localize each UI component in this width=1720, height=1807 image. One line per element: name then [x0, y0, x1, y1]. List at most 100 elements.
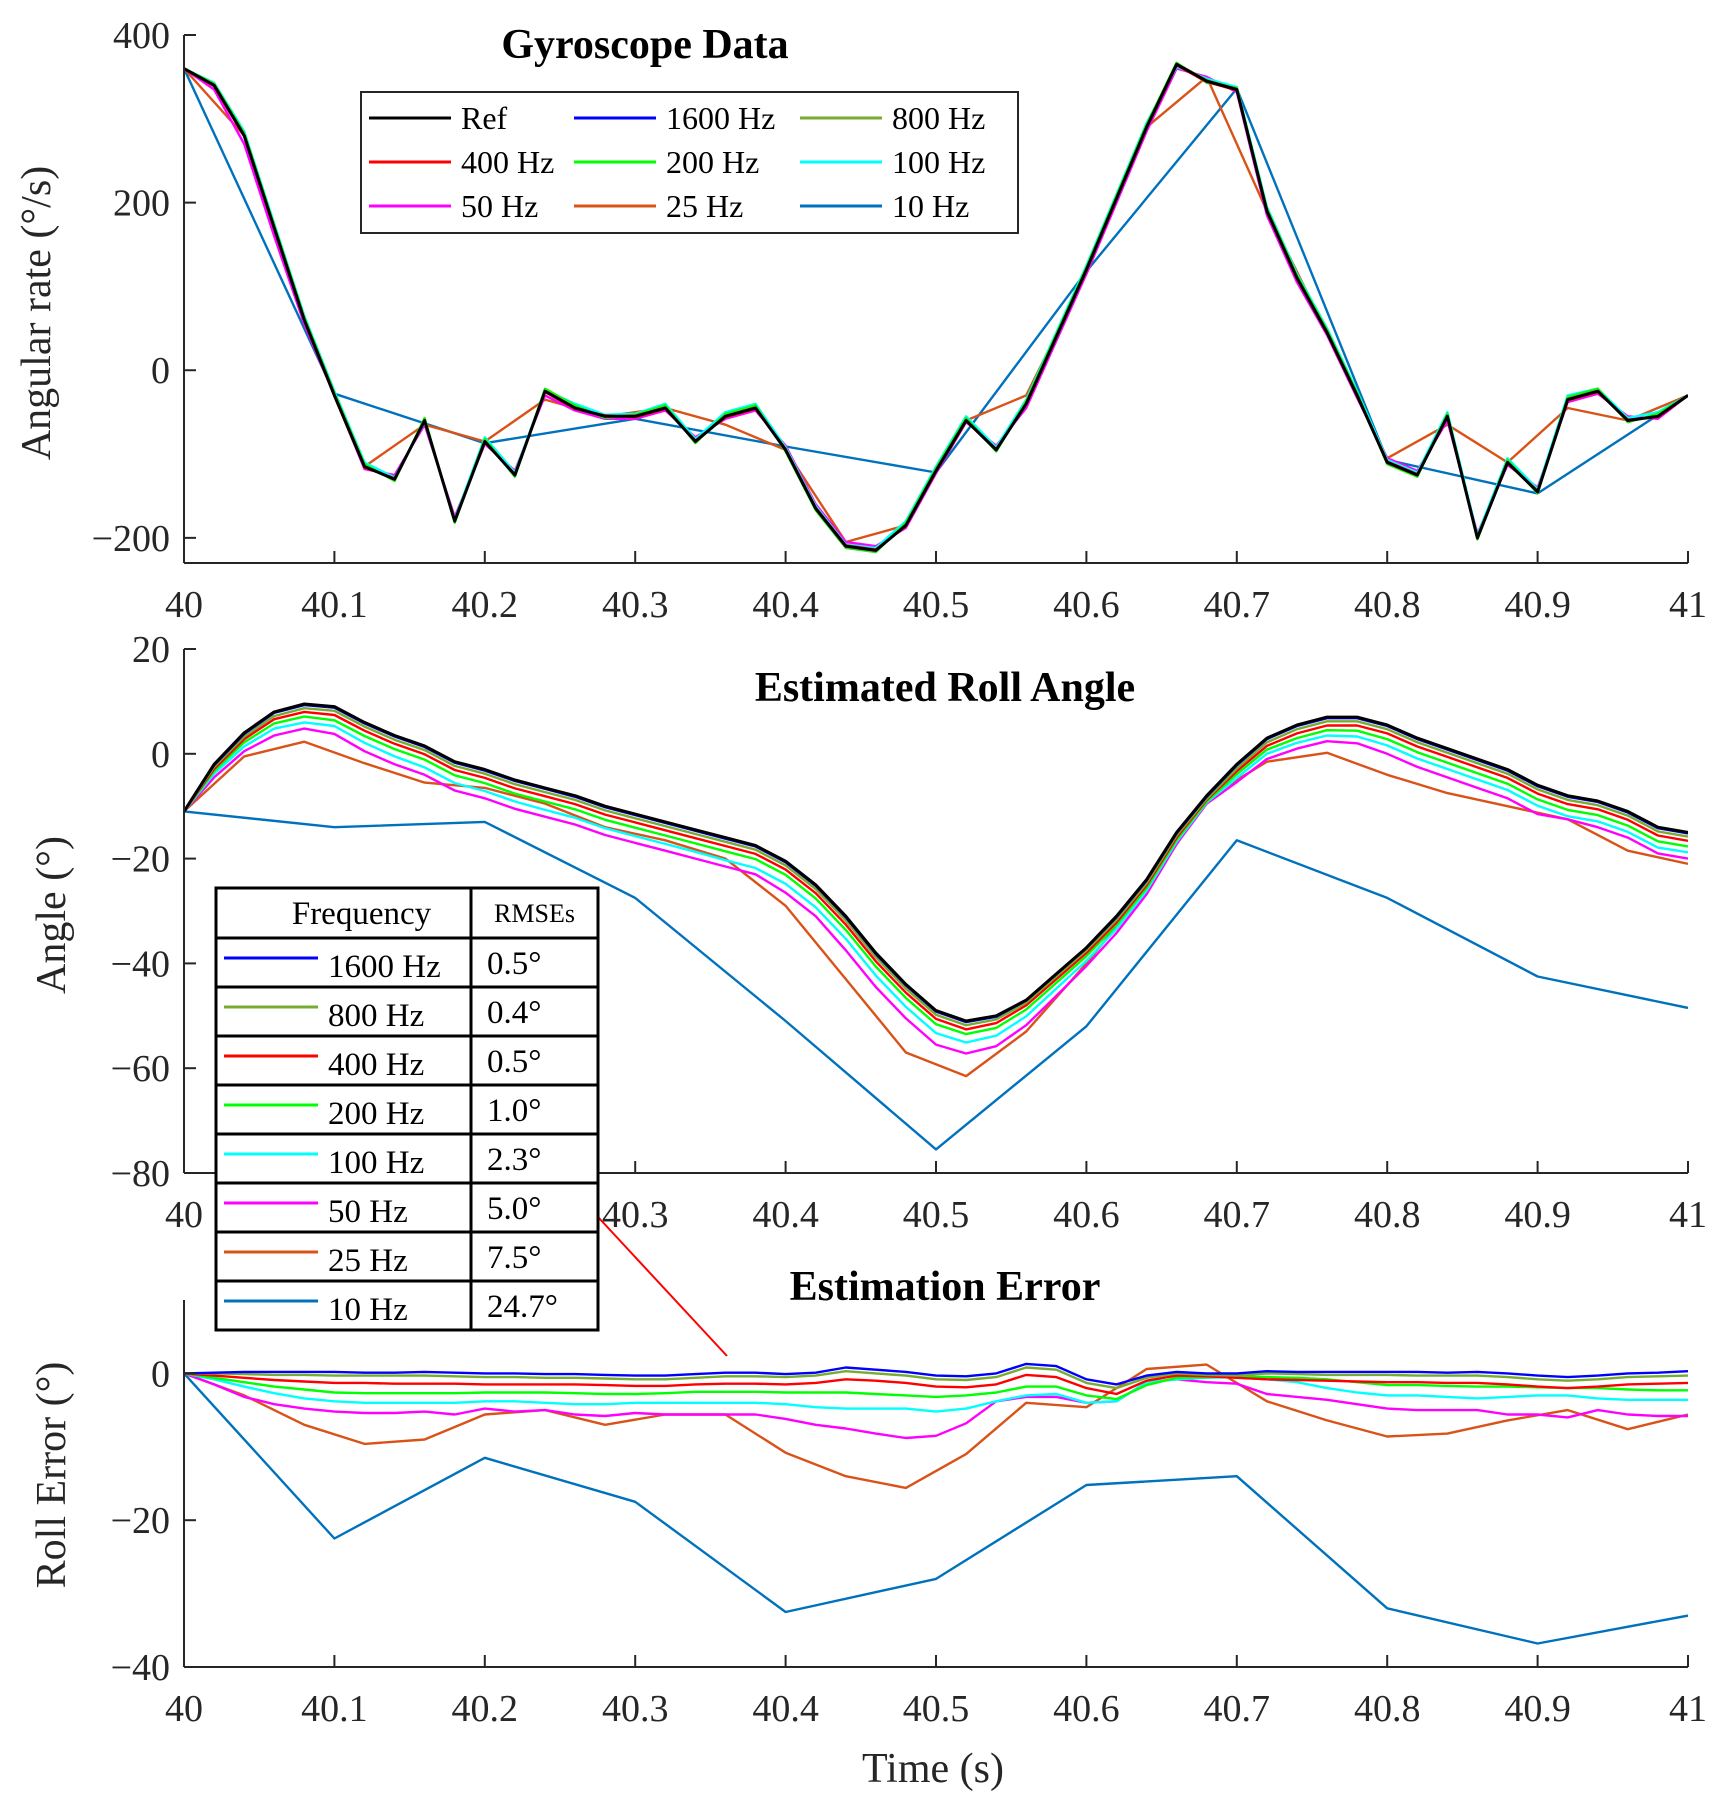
error-x-tick-label: 40.6: [1053, 1688, 1120, 1730]
gyroscope-x-tick-label: 40.2: [452, 584, 519, 626]
roll-angle-series-400-hz: [184, 710, 1688, 1031]
error-y-tick-label: −20: [111, 1500, 170, 1542]
error-ylabel: Roll Error (°): [29, 1362, 75, 1589]
error-xlabel: Time (s): [862, 1746, 1004, 1792]
rmse-label-10-hz: 10 Hz: [328, 1292, 408, 1328]
roll-angle-series: [184, 702, 1688, 1151]
roll-angle-y-tick-label: −60: [111, 1048, 170, 1090]
error-x-tick-label: 40.9: [1504, 1688, 1571, 1730]
gyroscope-axes: 40 40.1 40.2 40.3 40.4 40.5 40.6 40.7 40.8 40.9 41…: [92, 15, 1707, 626]
error-x-tick-label: 40.5: [903, 1688, 970, 1730]
legend-label-10-hz: 10 Hz: [892, 188, 969, 224]
roll-angle-series-50-hz: [184, 727, 1688, 1055]
roll-angle-x-tick-label: 40.5: [903, 1194, 970, 1236]
error-x-tick-label: 40.8: [1354, 1688, 1421, 1730]
gyroscope-x-tick-label: 40.3: [602, 584, 669, 626]
rmse-value-10-hz: 24.7°: [487, 1289, 558, 1325]
error-series: [184, 1362, 1688, 1645]
error-x-tick-label: 40.4: [752, 1688, 819, 1730]
gyroscope-x-tick-label: 40.7: [1204, 584, 1271, 626]
roll-angle-x-tick-label: 40: [165, 1194, 203, 1236]
gyroscope-x-tick-label: 40.9: [1504, 584, 1571, 626]
roll-angle-series-10-hz: [184, 810, 1688, 1151]
error-x-tick-label: 40.2: [452, 1688, 519, 1730]
roll-angle-ylabel: Angle (°): [29, 836, 75, 994]
gyroscope-series: [184, 61, 1688, 554]
rmse-label-400-hz: 400 Hz: [328, 1047, 424, 1083]
roll-angle-y-tick-label: −80: [111, 1153, 170, 1195]
rmse-value-25-hz: 7.5°: [487, 1240, 541, 1276]
legend-label-50-hz: 50 Hz: [461, 188, 538, 224]
legend-label-100-hz: 100 Hz: [892, 144, 985, 180]
rmse-label-200-hz: 200 Hz: [328, 1096, 424, 1132]
error-series-25-hz: [184, 1363, 1688, 1490]
legend-label-800-hz: 800 Hz: [892, 100, 985, 136]
roll-angle-series-ref: [184, 702, 1688, 1023]
gyroscope-x-tick-label: 40.5: [903, 584, 970, 626]
gyroscope-legend-frame: [360, 91, 1019, 234]
error-series-100-hz: [184, 1372, 1688, 1413]
gyroscope-y-tick-label: −200: [92, 518, 170, 560]
error-title: Estimation Error: [790, 1264, 1101, 1310]
rmse-value-1600-hz: 0.5°: [487, 946, 541, 982]
gyroscope-y-tick-label: 200: [113, 183, 170, 225]
rmse-label-50-hz: 50 Hz: [328, 1194, 408, 1230]
error-x-tick-label: 40.1: [301, 1688, 368, 1730]
gyroscope-series-ref: [184, 62, 1688, 552]
roll-angle-series-100-hz: [184, 721, 1688, 1044]
gyroscope-x-tick-label: 40.8: [1354, 584, 1421, 626]
error-x-tick-label: 40.7: [1204, 1688, 1271, 1730]
rmse-label-800-hz: 800 Hz: [328, 998, 424, 1034]
roll-angle-y-tick-label: −40: [111, 943, 170, 985]
roll-angle-series-25-hz: [184, 740, 1688, 1078]
gyroscope-title: Gyroscope Data: [501, 22, 788, 68]
rmse-value-100-hz: 2.3°: [487, 1142, 541, 1178]
error-y-tick-label: −40: [111, 1647, 170, 1689]
gyroscope-legend: Ref 1600 Hz 800 Hz 400 Hz 200 Hz 100 Hz 50 Hz 2…: [360, 91, 1019, 234]
roll-angle-y-tick-label: −20: [111, 839, 170, 881]
error-axes: 40 40.1 40.2 40.3 40.4 40.5 40.6 40.7 40.8 40.9 41…: [111, 1300, 1707, 1730]
roll-angle-y-tick-label: 0: [151, 734, 170, 776]
roll-angle-x-tick-label: 40.7: [1204, 1194, 1271, 1236]
estimation-error-panel: 40 40.1 40.2 40.3 40.4 40.5 40.6 40.7 40.8 40.9 41…: [29, 1264, 1707, 1792]
gyroscope-x-tick-label: 40.6: [1053, 584, 1120, 626]
legend-label-25-hz: 25 Hz: [666, 188, 743, 224]
gyroscope-x-tick-label: 40: [165, 584, 203, 626]
error-series-800-hz: [184, 1366, 1688, 1390]
legend-label-1600-hz: 1600 Hz: [666, 100, 775, 136]
rmse-table-header-frequency: Frequency: [292, 896, 432, 932]
roll-angle-x-tick-label: 40.3: [602, 1194, 669, 1236]
roll-angle-series-200-hz: [184, 715, 1688, 1036]
roll-angle-x-tick-label: 40.9: [1504, 1194, 1571, 1236]
error-y-tick-label: 0: [151, 1353, 170, 1395]
annotation-arrow-line: [597, 1216, 728, 1357]
error-x-tick-label: 40: [165, 1688, 203, 1730]
rmse-table-header-rmse: RMSEs: [494, 899, 575, 928]
roll-angle-x-tick-label: 40.8: [1354, 1194, 1421, 1236]
gyroscope-panel: 40 40.1 40.2 40.3 40.4 40.5 40.6 40.7 40.8 40.9 41…: [14, 15, 1707, 626]
rmse-value-800-hz: 0.4°: [487, 995, 541, 1031]
rmse-table-frame: [214, 886, 600, 1332]
roll-angle-x-tick-label: 41: [1669, 1194, 1707, 1236]
roll-angle-title: Estimated Roll Angle: [755, 665, 1135, 711]
gyroscope-ylabel: Angular rate (°/s): [14, 166, 60, 460]
gyroscope-x-tick-label: 40.1: [301, 584, 368, 626]
rmse-label-100-hz: 100 Hz: [328, 1145, 424, 1181]
gyroscope-y-tick-label: 400: [113, 15, 170, 57]
gyroscope-x-tick-label: 40.4: [752, 584, 819, 626]
error-series-200-hz: [184, 1372, 1688, 1401]
legend-label-200-hz: 200 Hz: [666, 144, 759, 180]
error-x-tick-label: 41: [1669, 1688, 1707, 1730]
error-series-50-hz: [184, 1372, 1688, 1440]
gyroscope-y-tick-label: 0: [151, 350, 170, 392]
error-series-400-hz: [184, 1372, 1688, 1396]
roll-angle-y-tick-label: 20: [132, 629, 170, 671]
roll-angle-x-tick-label: 40.6: [1053, 1194, 1120, 1236]
roll-angle-series-800-hz: [184, 707, 1688, 1027]
error-series-10-hz: [184, 1372, 1688, 1645]
rmse-label-1600-hz: 1600 Hz: [328, 949, 441, 985]
legend-label-400-hz: 400 Hz: [461, 144, 554, 180]
gyroscope-x-tick-label: 41: [1669, 584, 1707, 626]
roll-angle-x-tick-label: 40.4: [752, 1194, 819, 1236]
